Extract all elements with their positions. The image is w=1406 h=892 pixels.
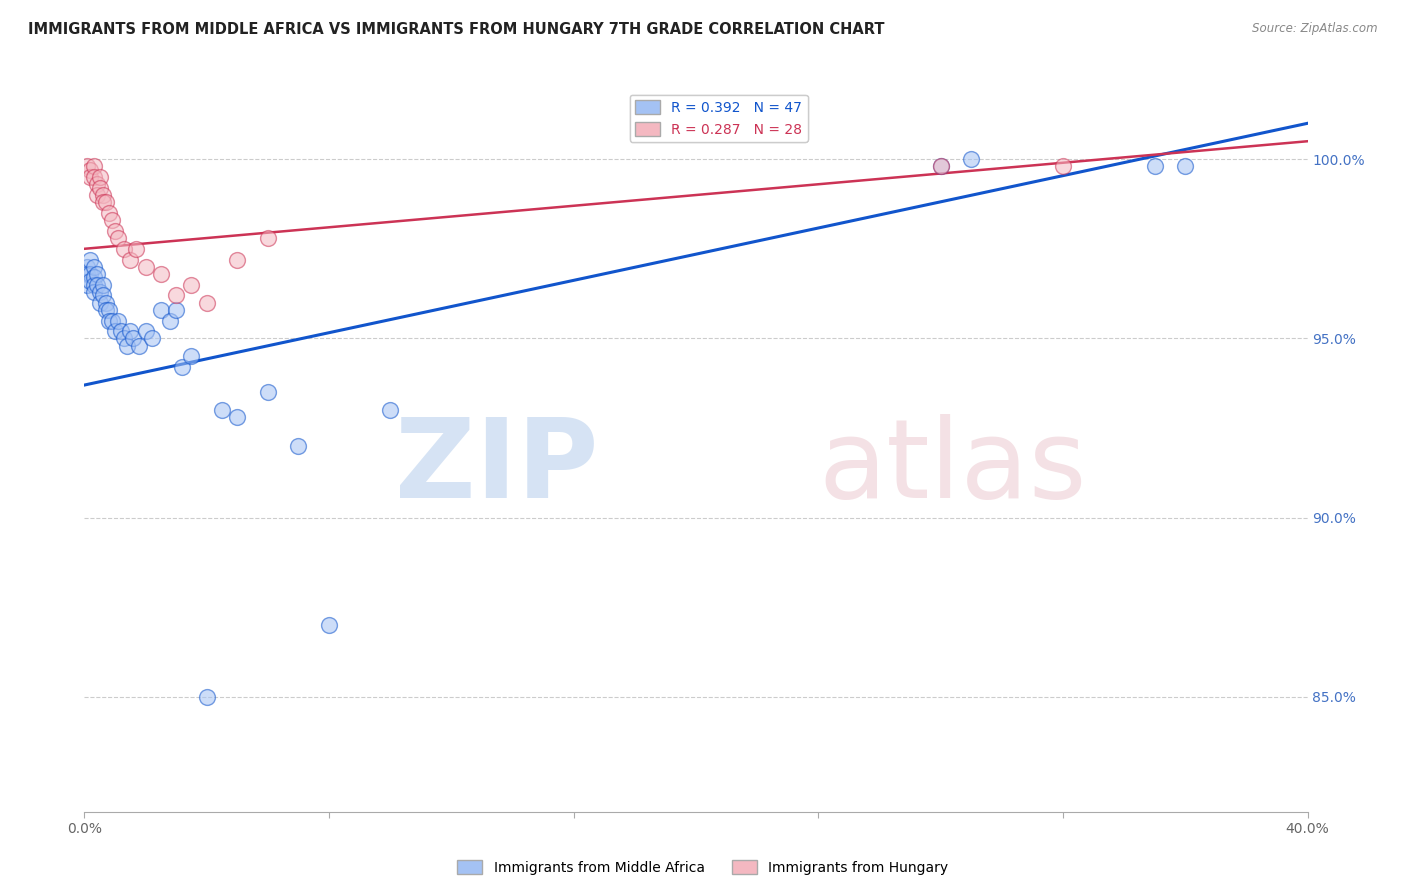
Point (94, 295, 117, 310)
Point (86, 178, 108, 192)
Point (76, 260, 98, 274)
Point (112, 242, 135, 256)
Point (97, 313, 120, 327)
Text: Source: ZipAtlas.com: Source: ZipAtlas.com (1253, 22, 1378, 36)
Point (91, 195, 114, 210)
Point (135, 324, 157, 338)
Point (929, 159, 952, 173)
Point (110, 324, 132, 338)
Point (195, 295, 218, 310)
Point (929, 159, 952, 173)
Point (89, 181, 111, 195)
Point (125, 242, 148, 256)
Point (165, 288, 187, 302)
Point (380, 403, 402, 417)
Point (79, 267, 101, 281)
Point (79, 162, 101, 177)
Point (89, 170, 111, 185)
Point (83, 260, 105, 274)
Point (165, 302, 187, 317)
Point (211, 403, 233, 417)
Point (91, 277, 114, 292)
Point (97, 206, 120, 220)
Point (83, 270, 105, 285)
Point (91, 288, 114, 302)
Point (115, 338, 138, 352)
Text: atlas: atlas (818, 415, 1087, 522)
Point (83, 170, 105, 185)
Point (120, 324, 142, 338)
Legend: Immigrants from Middle Africa, Immigrants from Hungary: Immigrants from Middle Africa, Immigrant… (451, 855, 955, 880)
Point (101, 213, 124, 227)
Point (149, 302, 172, 317)
Point (76, 267, 98, 281)
Point (86, 188, 108, 202)
Point (112, 331, 135, 345)
Point (257, 385, 280, 400)
Point (83, 285, 105, 299)
Point (960, 152, 983, 166)
Point (101, 313, 124, 327)
Point (107, 231, 129, 245)
Point (120, 252, 142, 267)
Point (180, 350, 202, 364)
Point (149, 267, 172, 281)
Point (195, 690, 218, 704)
Point (180, 277, 202, 292)
Legend: R = 0.392   N = 47, R = 0.287   N = 28: R = 0.392 N = 47, R = 0.287 N = 28 (630, 95, 807, 142)
Point (79, 274, 101, 288)
Point (86, 277, 108, 292)
Point (83, 159, 105, 173)
Point (122, 331, 145, 345)
Point (226, 252, 249, 267)
Point (89, 295, 111, 310)
Point (104, 224, 127, 238)
Point (135, 260, 157, 274)
Point (226, 410, 249, 425)
Text: ZIP: ZIP (395, 415, 598, 522)
Point (83, 277, 105, 292)
Point (159, 313, 181, 327)
Point (1174, 159, 1197, 173)
Point (287, 439, 309, 453)
Point (318, 618, 340, 632)
Point (79, 252, 101, 267)
Point (97, 302, 120, 317)
Text: IMMIGRANTS FROM MIDDLE AFRICA VS IMMIGRANTS FROM HUNGARY 7TH GRADE CORRELATION C: IMMIGRANTS FROM MIDDLE AFRICA VS IMMIGRA… (28, 22, 884, 37)
Point (86, 267, 108, 281)
Point (91, 188, 114, 202)
Point (128, 338, 150, 352)
Point (94, 302, 117, 317)
Point (79, 170, 101, 185)
Point (104, 324, 127, 338)
Point (89, 285, 111, 299)
Point (76, 159, 98, 173)
Point (141, 331, 163, 345)
Point (1052, 159, 1074, 173)
Point (94, 195, 117, 210)
Point (172, 360, 194, 375)
Point (1143, 159, 1166, 173)
Point (257, 231, 280, 245)
Point (76, 277, 98, 292)
Point (107, 313, 129, 327)
